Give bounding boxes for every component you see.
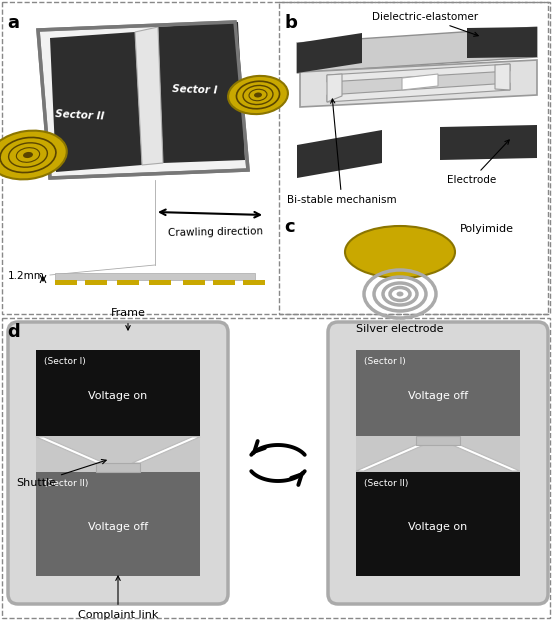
Bar [279,2,548,314]
Polygon shape [297,130,382,178]
Bar [149,280,171,285]
Bar [213,280,235,285]
Text: 1.2mm: 1.2mm [8,271,45,281]
Text: a: a [7,14,19,32]
Bar [416,436,460,445]
Polygon shape [300,60,537,107]
Polygon shape [135,27,163,165]
Text: Voltage on: Voltage on [88,391,147,401]
Text: (Sector II): (Sector II) [44,479,88,488]
Text: Crawling direction: Crawling direction [167,226,263,238]
Text: (Sector I): (Sector I) [364,357,406,366]
Bar [356,436,520,472]
Bar [243,280,265,285]
Bar [36,436,200,472]
Text: c: c [284,218,295,236]
Polygon shape [38,22,248,178]
Text: Voltage on: Voltage on [408,522,468,532]
Text: d: d [7,323,20,341]
Text: Voltage off: Voltage off [408,391,468,401]
Text: Bi-stable mechanism: Bi-stable mechanism [287,99,397,205]
Text: Complaint link: Complaint link [78,576,158,620]
Bar [117,280,139,285]
FancyBboxPatch shape [328,322,548,604]
Text: (Sector II): (Sector II) [364,479,408,488]
Bar [55,280,77,285]
Bar [55,273,255,280]
Text: b: b [284,14,297,32]
Bar [356,350,520,436]
Polygon shape [36,437,104,463]
Polygon shape [452,445,520,471]
Ellipse shape [228,76,288,114]
Ellipse shape [345,226,455,278]
Text: Frame: Frame [110,308,145,330]
Text: Shuttle: Shuttle [16,459,106,488]
Polygon shape [297,27,537,73]
Bar [2,2,550,314]
Text: (Sector I): (Sector I) [44,357,86,366]
Text: Electrode: Electrode [447,140,509,185]
Text: Voltage off: Voltage off [88,522,148,532]
Polygon shape [327,64,510,102]
Polygon shape [158,22,245,163]
Ellipse shape [23,152,33,158]
Bar [2,318,550,618]
Polygon shape [50,32,142,172]
Polygon shape [402,74,438,90]
FancyBboxPatch shape [8,322,228,604]
Ellipse shape [396,291,404,296]
Text: Sector I: Sector I [172,84,218,96]
Bar [36,472,200,576]
Polygon shape [327,83,510,102]
Text: Silver electrode: Silver electrode [356,324,444,334]
Bar [96,463,140,472]
Text: Dielectric-elastomer: Dielectric-elastomer [372,12,478,36]
Polygon shape [356,445,424,471]
Polygon shape [440,125,537,160]
Bar [356,472,520,576]
Polygon shape [327,74,342,102]
Polygon shape [467,27,537,58]
Bar [85,280,107,285]
Ellipse shape [0,130,67,179]
Polygon shape [132,437,200,463]
Bar [36,350,200,436]
Bar [183,280,205,285]
Polygon shape [327,64,510,82]
Polygon shape [297,33,362,73]
Polygon shape [495,64,510,90]
Ellipse shape [254,92,262,97]
Text: Polyimide: Polyimide [460,224,514,234]
Text: Sector II: Sector II [55,109,105,121]
